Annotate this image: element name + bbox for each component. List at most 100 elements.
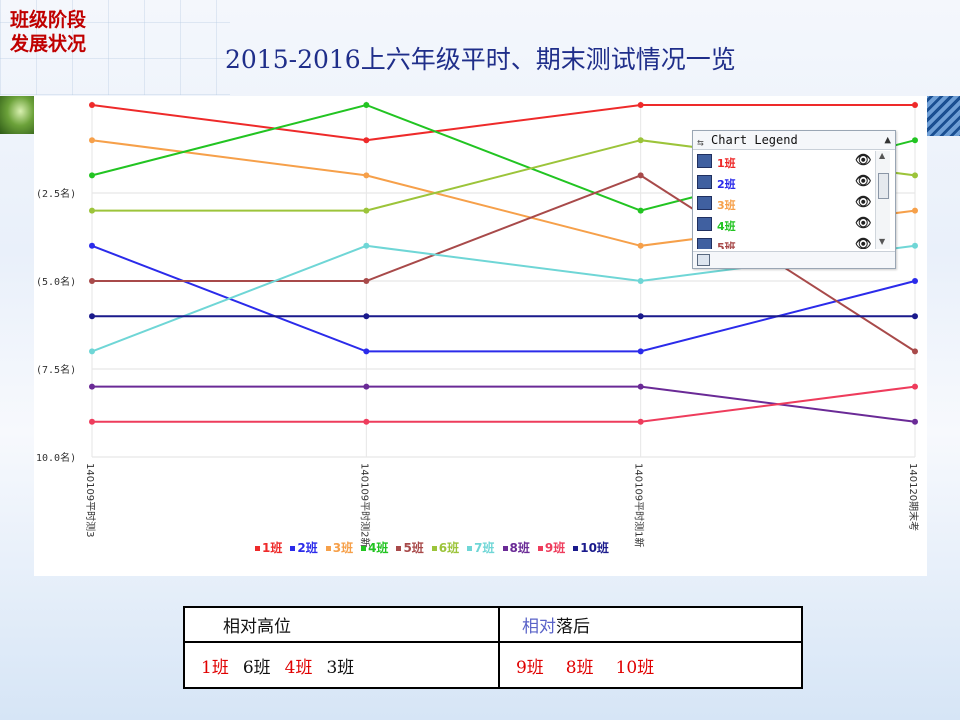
x-tick-label: 140109平时测3 xyxy=(84,463,97,538)
data-point xyxy=(912,207,918,214)
scroll-thumb[interactable] xyxy=(878,173,889,199)
data-point xyxy=(89,172,95,179)
data-point xyxy=(363,418,370,425)
legend-scrollbar[interactable]: ▲ ▼ xyxy=(875,151,890,249)
data-point xyxy=(89,242,95,249)
series-line xyxy=(92,385,916,423)
collapse-icon[interactable]: ▲ xyxy=(884,133,891,146)
y-tick-label: (5.0名) xyxy=(36,275,76,288)
x-tick-label: 140109平时测1新 xyxy=(633,463,646,548)
legend-item-label: 4班 xyxy=(717,220,736,233)
header-high: 相对高位 xyxy=(223,617,291,637)
behind-classes-cell: 9班 8班 10班 xyxy=(497,641,804,689)
eye-icon[interactable]: 👁 xyxy=(855,153,872,168)
bottom-legend-item: 7班 xyxy=(467,541,495,555)
series-line xyxy=(91,104,915,142)
chart-legend-list: 1班 👁 2班 👁 3班 👁 4班 👁 5班 👁 xyxy=(695,151,873,249)
series-icon xyxy=(697,154,712,168)
data-point xyxy=(912,172,918,179)
legend-item-label: 1班 xyxy=(717,157,736,170)
data-point xyxy=(363,313,370,320)
bottom-legend-item: 6班 xyxy=(431,541,460,555)
y-tick-label: 10.0名) xyxy=(36,451,76,464)
data-point xyxy=(637,313,644,320)
class-name: 1班 xyxy=(201,657,229,678)
series-icon xyxy=(697,196,712,210)
data-point xyxy=(637,172,644,179)
bottom-legend-label: 2班 xyxy=(297,541,318,555)
bottom-legend-label: 4班 xyxy=(368,541,389,555)
eye-icon[interactable]: 👁 xyxy=(855,174,872,189)
legend-item[interactable]: 2班 👁 xyxy=(695,172,873,193)
legend-swatch xyxy=(396,546,402,551)
legend-item[interactable]: 5班 👁 xyxy=(695,235,873,249)
chart-bottom-legend: 1班 2班 3班 4班 5班 6班 7班 8班 9班 10班 xyxy=(255,539,617,556)
summary-table: 相对高位 相对落后 1班 6班 4班 3班 9班 8班 10班 xyxy=(183,606,804,689)
data-point xyxy=(637,242,644,249)
scroll-down-icon[interactable]: ▼ xyxy=(879,237,886,246)
class-name: 8班 xyxy=(565,657,594,678)
legend-item[interactable]: 1班 👁 xyxy=(695,151,873,172)
summary-value-row: 1班 6班 4班 3班 9班 8班 10班 xyxy=(183,641,804,689)
bottom-legend-item: 5班 xyxy=(396,541,424,555)
data-point xyxy=(637,278,644,284)
class-name: 10班 xyxy=(615,657,655,678)
eye-icon[interactable]: 👁 xyxy=(855,195,872,210)
legend-swatch xyxy=(255,546,260,551)
bottom-legend-item: 3班 xyxy=(325,541,354,555)
corner-label: 班级阶段 发展状况 xyxy=(10,8,86,56)
data-point xyxy=(912,278,918,284)
eye-icon[interactable]: 👁 xyxy=(855,237,872,249)
legend-settings-icon[interactable] xyxy=(697,254,710,266)
x-tick-label: 140109平时测2新 xyxy=(358,463,371,548)
chart-legend-header: ⇆ Chart Legend ▲ xyxy=(693,131,895,150)
bottom-legend-item: 1班 xyxy=(255,541,282,555)
data-point xyxy=(912,242,918,249)
data-point xyxy=(89,137,95,144)
chart-legend-panel[interactable]: ⇆ Chart Legend ▲ 1班 👁 2班 👁 3班 👁 4班 👁 5班 👁 ▲ ▼ xyxy=(692,130,896,269)
bottom-legend-label: 6班 xyxy=(438,541,460,555)
legend-swatch xyxy=(573,546,579,551)
data-point xyxy=(912,348,918,355)
high-classes-cell: 1班 6班 4班 3班 xyxy=(183,641,500,689)
data-point xyxy=(912,383,918,390)
legend-item[interactable]: 3班 👁 xyxy=(695,193,873,214)
leaf-image xyxy=(0,96,34,134)
data-point xyxy=(637,348,644,355)
scroll-up-icon[interactable]: ▲ xyxy=(879,151,886,160)
grid-decoration xyxy=(0,0,230,95)
chart-legend-footer xyxy=(693,251,895,268)
legend-item-label: 2班 xyxy=(717,178,736,191)
bottom-legend-label: 3班 xyxy=(332,541,354,555)
keyboard-image xyxy=(924,96,960,136)
data-point xyxy=(363,383,370,390)
header-behind-part2: 落后 xyxy=(555,617,590,637)
data-point xyxy=(637,207,644,214)
legend-swatch xyxy=(502,546,508,551)
legend-swatch xyxy=(431,546,437,551)
series-icon xyxy=(697,175,712,189)
series-icon xyxy=(697,217,712,231)
data-point xyxy=(363,137,370,144)
data-point xyxy=(89,418,95,425)
header-behind-part1: 相对 xyxy=(521,617,556,637)
bottom-legend-label: 5班 xyxy=(403,541,424,555)
class-name: 4班 xyxy=(284,657,313,678)
data-point xyxy=(89,348,95,355)
data-point xyxy=(363,102,370,108)
eye-icon[interactable]: 👁 xyxy=(855,216,872,231)
legend-item[interactable]: 4班 👁 xyxy=(695,214,873,235)
x-tick-label: 140120期末考 xyxy=(907,463,920,531)
header-behind-cell: 相对落后 xyxy=(497,606,804,643)
legend-item-label: 3班 xyxy=(717,199,736,212)
legend-swatch xyxy=(467,546,473,551)
bottom-legend-item: 4班 xyxy=(361,541,388,555)
slide-title: 2015-2016上六年级平时、期末测试情况一览 xyxy=(225,45,736,74)
bottom-legend-item: 2班 xyxy=(290,541,318,555)
legend-swatch xyxy=(325,546,331,551)
bottom-legend-item: 8班 xyxy=(502,541,530,555)
data-point xyxy=(637,418,644,425)
class-name: 3班 xyxy=(326,657,355,678)
data-point xyxy=(912,418,918,425)
class-name: 6班 xyxy=(242,657,271,678)
